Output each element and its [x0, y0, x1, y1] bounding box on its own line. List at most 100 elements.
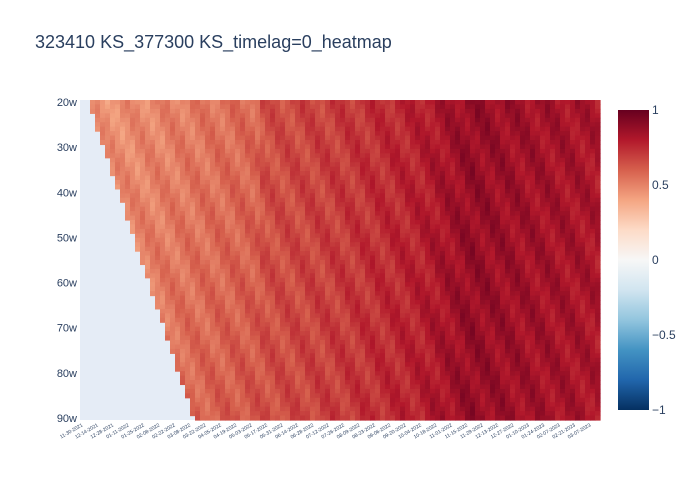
heatmap-cell [335, 402, 341, 408]
heatmap-cell [350, 202, 356, 208]
heatmap-cell [265, 246, 271, 252]
heatmap-cell [440, 308, 446, 314]
heatmap-cell [355, 104, 361, 110]
heatmap-cell [205, 113, 211, 119]
heatmap-cell [140, 251, 146, 257]
heatmap-cell [250, 135, 256, 141]
heatmap-cell [140, 184, 146, 190]
heatmap-cell [265, 353, 271, 359]
heatmap-cell [320, 153, 326, 159]
heatmap-cell [315, 308, 321, 314]
heatmap-cell [390, 335, 396, 341]
heatmap-cell [415, 237, 421, 243]
heatmap-cell [230, 411, 236, 417]
heatmap-cell [345, 144, 351, 150]
heatmap-cell [450, 353, 456, 359]
heatmap-cell [165, 100, 171, 106]
heatmap-cell [300, 353, 306, 359]
heatmap-cell [480, 188, 486, 194]
heatmap-cell [260, 264, 266, 270]
heatmap-cell [445, 380, 451, 386]
heatmap-cell [290, 371, 296, 377]
heatmap-cell [450, 375, 456, 381]
heatmap-cell [405, 251, 411, 257]
heatmap-cell [300, 135, 306, 141]
heatmap-cell [195, 126, 201, 132]
heatmap-cell [390, 108, 396, 114]
heatmap-cell [350, 184, 356, 190]
heatmap-cell [380, 415, 386, 421]
heatmap-cell [420, 206, 426, 212]
heatmap-cell [375, 202, 381, 208]
heatmap-cell [415, 148, 421, 154]
heatmap-cell [330, 348, 336, 354]
heatmap-cell [290, 211, 296, 217]
heatmap-cell [145, 175, 151, 181]
heatmap-cell [260, 362, 266, 368]
heatmap-cell [270, 228, 276, 234]
heatmap-cell [370, 273, 376, 279]
heatmap-cell [370, 135, 376, 141]
heatmap-cell [135, 108, 141, 114]
heatmap-cell [430, 388, 436, 394]
heatmap-cell [130, 211, 136, 217]
heatmap-cell [445, 348, 451, 354]
heatmap-cell [235, 397, 241, 403]
heatmap-cell [290, 357, 296, 363]
heatmap-cell [115, 126, 121, 132]
heatmap-cell [210, 406, 216, 412]
heatmap-cell [230, 322, 236, 328]
heatmap-cell [455, 268, 461, 274]
heatmap-cell [370, 411, 376, 417]
heatmap-cell [320, 135, 326, 141]
heatmap-cell [275, 393, 281, 399]
heatmap-cell [205, 220, 211, 226]
heatmap-cell [355, 406, 361, 412]
heatmap-cell [345, 300, 351, 306]
heatmap-cell [335, 104, 341, 110]
heatmap-cell [485, 153, 491, 159]
heatmap-cell [310, 224, 316, 230]
heatmap-cell [410, 411, 416, 417]
heatmap-cell [240, 340, 246, 346]
heatmap-cell [415, 366, 421, 372]
heatmap-cell [280, 188, 286, 194]
heatmap-cell [345, 104, 351, 110]
heatmap-cell [305, 406, 311, 412]
heatmap-cell [150, 277, 156, 283]
heatmap-cell [330, 331, 336, 337]
heatmap-cell [430, 357, 436, 363]
heatmap-cell [305, 335, 311, 341]
heatmap-cell [320, 344, 326, 350]
heatmap-cell [255, 157, 261, 163]
heatmap-cell [470, 411, 476, 417]
heatmap-cell [185, 144, 191, 150]
heatmap-cell [340, 366, 346, 372]
heatmap-cell [425, 357, 431, 363]
heatmap-cell [170, 242, 176, 248]
heatmap-cell [350, 135, 356, 141]
heatmap-cell [220, 397, 226, 403]
heatmap-cell [365, 411, 371, 417]
heatmap-cell [280, 357, 286, 363]
heatmap-cell [245, 126, 251, 132]
heatmap-cell [235, 268, 241, 274]
heatmap-cell [250, 371, 256, 377]
heatmap-cell [170, 237, 176, 243]
heatmap-cell [440, 162, 446, 168]
heatmap-cell [130, 122, 136, 128]
heatmap-cell [250, 140, 256, 146]
heatmap-cell [275, 246, 281, 252]
heatmap-cell [455, 286, 461, 292]
heatmap-cell [405, 317, 411, 323]
heatmap-cell [395, 353, 401, 359]
heatmap-cell [285, 131, 291, 137]
heatmap-cell [475, 211, 481, 217]
heatmap-cell [265, 104, 271, 110]
heatmap-cell [435, 353, 441, 359]
heatmap-cell [295, 313, 301, 319]
heatmap-cell [420, 331, 426, 337]
heatmap-cell [210, 211, 216, 217]
heatmap-cell [400, 340, 406, 346]
heatmap-cell [390, 162, 396, 168]
